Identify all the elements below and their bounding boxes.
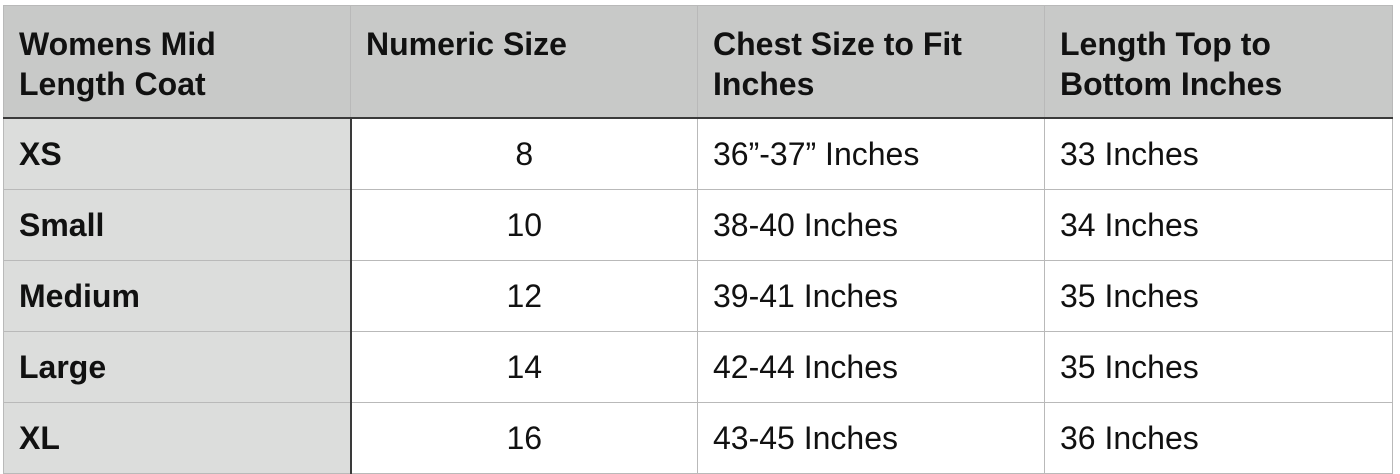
table-cell: 35 Inches — [1044, 330, 1393, 403]
row-header: XS — [3, 117, 352, 190]
table-cell: 14 — [350, 330, 698, 403]
table-body: XS 8 36”-37” Inches 33 Inches Small 10 38-40 I… — [3, 117, 1393, 474]
table-cell: 16 — [350, 401, 698, 474]
table-cell: 36 Inches — [1044, 401, 1393, 474]
table-row: Medium 12 39-41 Inches 35 Inches — [3, 259, 1393, 332]
table-cell: 12 — [350, 259, 698, 332]
table-row: XL 16 43-45 Inches 36 Inches — [3, 401, 1393, 474]
column-header: Numeric Size — [350, 5, 698, 119]
table-cell: 34 Inches — [1044, 188, 1393, 261]
table-cell: 8 — [350, 117, 698, 190]
row-header: Large — [3, 330, 352, 403]
table-cell: 10 — [350, 188, 698, 261]
row-header: Medium — [3, 259, 352, 332]
table-row: Large 14 42-44 Inches 35 Inches — [3, 330, 1393, 403]
table-cell: 43-45 Inches — [697, 401, 1045, 474]
table-cell: 35 Inches — [1044, 259, 1393, 332]
column-header: Womens Mid Length Coat — [3, 5, 351, 119]
column-header: Chest Size to Fit Inches — [697, 5, 1045, 119]
table-cell: 36”-37” Inches — [697, 117, 1045, 190]
table-cell: 38-40 Inches — [697, 188, 1045, 261]
column-header: Length Top to Bottom Inches — [1044, 5, 1393, 119]
header-row: Womens Mid Length Coat Numeric Size Chest … — [3, 5, 1393, 119]
table-head: Womens Mid Length Coat Numeric Size Chest … — [3, 5, 1393, 119]
table-row: Small 10 38-40 Inches 34 Inches — [3, 188, 1393, 261]
table-row: XS 8 36”-37” Inches 33 Inches — [3, 117, 1393, 190]
table-cell: 42-44 Inches — [697, 330, 1045, 403]
row-header: XL — [3, 401, 352, 474]
table-cell: 33 Inches — [1044, 117, 1393, 190]
table-cell: 39-41 Inches — [697, 259, 1045, 332]
size-table: Womens Mid Length Coat Numeric Size Chest … — [3, 5, 1393, 474]
row-header: Small — [3, 188, 352, 261]
